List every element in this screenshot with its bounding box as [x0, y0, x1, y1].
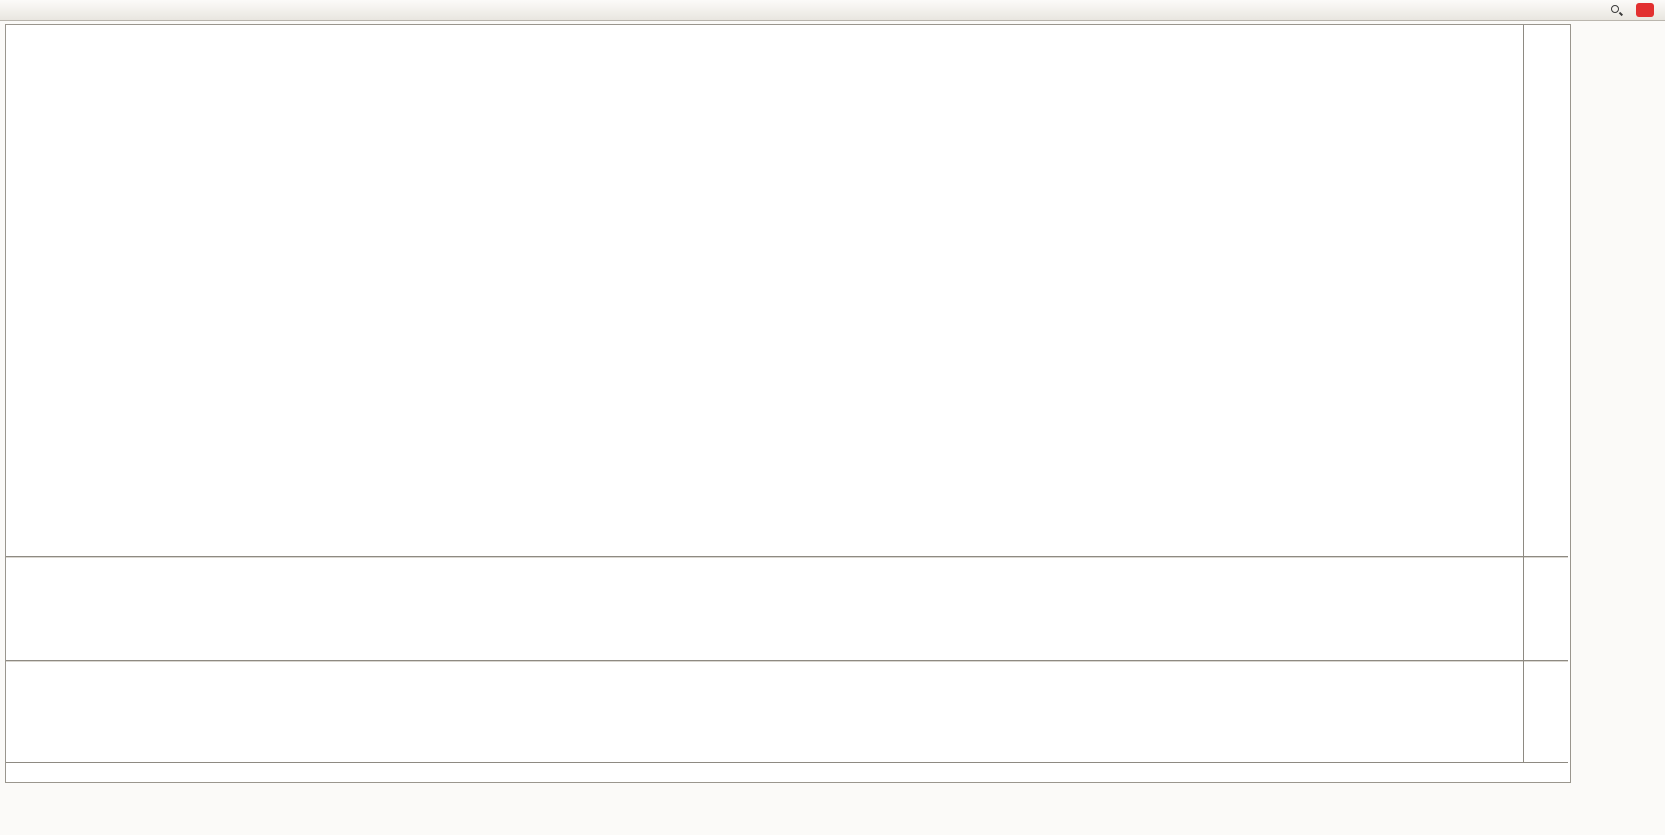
time-axis-separator	[6, 762, 1568, 763]
price-axis-separator	[1523, 25, 1524, 762]
macd-pane-canvas[interactable]	[6, 558, 1523, 660]
search-button[interactable]	[1606, 1, 1627, 20]
pane-separator[interactable]	[6, 660, 1568, 662]
time-axis	[6, 763, 1568, 780]
toolbar	[0, 0, 1665, 21]
pane-separator[interactable]	[6, 556, 1568, 558]
rsi-pane-canvas[interactable]	[6, 662, 1523, 762]
toolbar-right	[1606, 1, 1654, 20]
main-chart-canvas[interactable]	[6, 25, 1523, 556]
search-icon	[1610, 4, 1623, 17]
price-axis	[1524, 25, 1569, 780]
notification-badge[interactable]	[1636, 3, 1654, 17]
chart-window	[5, 24, 1571, 783]
